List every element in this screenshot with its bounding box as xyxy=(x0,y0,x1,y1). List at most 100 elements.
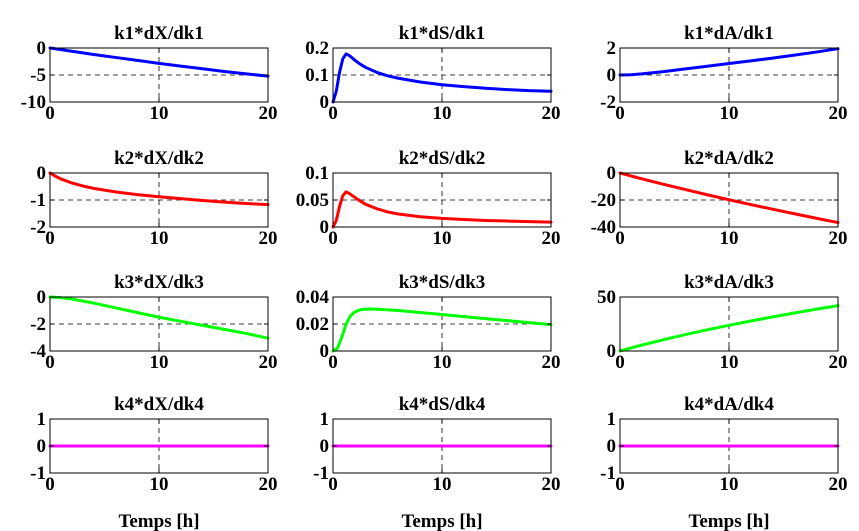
x-tick-label: 10 xyxy=(433,228,452,249)
x-tick-label: 20 xyxy=(542,103,561,124)
x-tick-label: 0 xyxy=(615,352,625,373)
subplot-title: k4*dX/dk4 xyxy=(114,394,204,415)
subplot-title: k1*dA/dk1 xyxy=(684,23,774,44)
y-tick-label: -5 xyxy=(30,65,46,86)
x-tick-label: 20 xyxy=(542,474,561,495)
x-tick-label: 10 xyxy=(720,228,739,249)
subplot-1: k1*dX/dk1 -10 -5 0 0 10 20 xyxy=(21,23,278,124)
y-tick-label: -1 xyxy=(313,463,329,484)
y-tick-label: 0 xyxy=(320,217,330,238)
y-tick-label: -10 xyxy=(21,92,46,113)
subplot-8: k3*dS/dk3 0 0.02 0.04 0 10 20 xyxy=(296,272,561,373)
subplot-title: k2*dX/dk2 xyxy=(114,148,204,169)
y-tick-label: -2 xyxy=(30,314,46,335)
x-tick-label: 10 xyxy=(720,352,739,373)
subplot-title: k2*dA/dk2 xyxy=(684,148,774,169)
y-tick-label: -1 xyxy=(30,190,46,211)
x-tick-label: 10 xyxy=(720,474,739,495)
y-tick-label: 0.2 xyxy=(305,38,329,59)
x-tick-label: 0 xyxy=(615,228,625,249)
y-tick-label: -4 xyxy=(30,341,46,362)
subplot-6: k2*dA/dk2 -40 -20 0 0 10 20 xyxy=(591,148,848,249)
y-tick-label: 0 xyxy=(320,92,330,113)
x-tick-label: 10 xyxy=(150,103,169,124)
y-tick-label: 0 xyxy=(320,341,330,362)
series-line-1 xyxy=(618,47,840,77)
x-tick-label: 0 xyxy=(45,103,55,124)
y-tick-label: 50 xyxy=(597,287,616,308)
y-tick-label: 1 xyxy=(37,409,47,430)
x-tick-label: 0 xyxy=(328,352,338,373)
y-tick-label: 0 xyxy=(607,163,617,184)
subplot-title: k3*dX/dk3 xyxy=(114,272,204,293)
x-tick-label: 0 xyxy=(615,103,625,124)
subplot-title: k4*dA/dk4 xyxy=(684,394,774,415)
x-tick-label: 10 xyxy=(150,228,169,249)
y-tick-label: -40 xyxy=(591,217,616,238)
subplot-title: k3*dS/dk3 xyxy=(399,272,486,293)
x-tick-label: 20 xyxy=(829,352,848,373)
y-tick-label: 0.1 xyxy=(305,163,329,184)
x-axis-label: Temps [h] xyxy=(688,511,769,531)
x-tick-label: 10 xyxy=(433,103,452,124)
x-tick-label: 0 xyxy=(45,474,55,495)
x-axis-label: Temps [h] xyxy=(401,511,482,531)
y-tick-label: -1 xyxy=(30,463,46,484)
series-line-1 xyxy=(618,171,840,225)
y-tick-label: 0 xyxy=(607,65,617,86)
series-line-1 xyxy=(48,295,270,340)
x-tick-label: 20 xyxy=(259,474,278,495)
x-tick-label: 10 xyxy=(433,474,452,495)
x-tick-label: 0 xyxy=(328,228,338,249)
y-tick-label: 0 xyxy=(37,163,47,184)
x-tick-label: 20 xyxy=(829,103,848,124)
series-line-1 xyxy=(331,190,553,229)
y-tick-label: -20 xyxy=(591,190,616,211)
x-tick-label: 20 xyxy=(542,228,561,249)
x-tick-label: 20 xyxy=(259,103,278,124)
series-line-1 xyxy=(618,304,840,353)
subplot-title: k1*dX/dk1 xyxy=(114,23,204,44)
subplot-title: k4*dS/dk4 xyxy=(399,394,486,415)
y-tick-label: 0.02 xyxy=(296,314,329,335)
y-tick-label: -1 xyxy=(600,463,616,484)
x-tick-label: 10 xyxy=(150,352,169,373)
y-tick-label: 0 xyxy=(607,341,617,362)
y-tick-label: 1 xyxy=(607,409,617,430)
y-tick-label: 2 xyxy=(607,38,617,59)
x-axis-label: Temps [h] xyxy=(118,511,199,531)
y-tick-label: 0 xyxy=(37,436,47,457)
subplot-title: k1*dS/dk1 xyxy=(399,23,486,44)
subplot-5: k2*dS/dk2 0 0.05 0.1 0 10 20 xyxy=(296,148,561,249)
series-line-1 xyxy=(48,171,270,207)
x-tick-label: 20 xyxy=(542,352,561,373)
y-tick-label: 0.1 xyxy=(305,65,329,86)
y-tick-label: -2 xyxy=(30,217,46,238)
x-tick-label: 0 xyxy=(615,474,625,495)
x-tick-label: 10 xyxy=(433,352,452,373)
x-tick-label: 10 xyxy=(720,103,739,124)
x-tick-label: 20 xyxy=(259,228,278,249)
x-tick-label: 20 xyxy=(259,352,278,373)
x-tick-label: 10 xyxy=(150,474,169,495)
subplot-9: k3*dA/dk3 0 50 0 10 20 xyxy=(597,272,848,373)
series-line-1 xyxy=(331,52,553,104)
y-tick-label: 0 xyxy=(320,436,330,457)
subplot-2: k1*dS/dk1 0 0.1 0.2 0 10 20 xyxy=(305,23,560,124)
y-tick-label: -2 xyxy=(600,92,616,113)
x-tick-label: 0 xyxy=(45,352,55,373)
subplot-title: k3*dA/dk3 xyxy=(684,272,774,293)
y-tick-label: 0 xyxy=(37,287,47,308)
x-tick-label: 20 xyxy=(829,228,848,249)
subplot-title: k2*dS/dk2 xyxy=(399,148,486,169)
y-tick-label: 0.05 xyxy=(296,190,329,211)
x-tick-label: 0 xyxy=(328,474,338,495)
y-tick-label: 1 xyxy=(320,409,330,430)
subplot-4: k2*dX/dk2 -2 -1 0 0 10 20 xyxy=(30,148,277,249)
subplot-7: k3*dX/dk3 -4 -2 0 0 10 20 xyxy=(30,272,277,373)
